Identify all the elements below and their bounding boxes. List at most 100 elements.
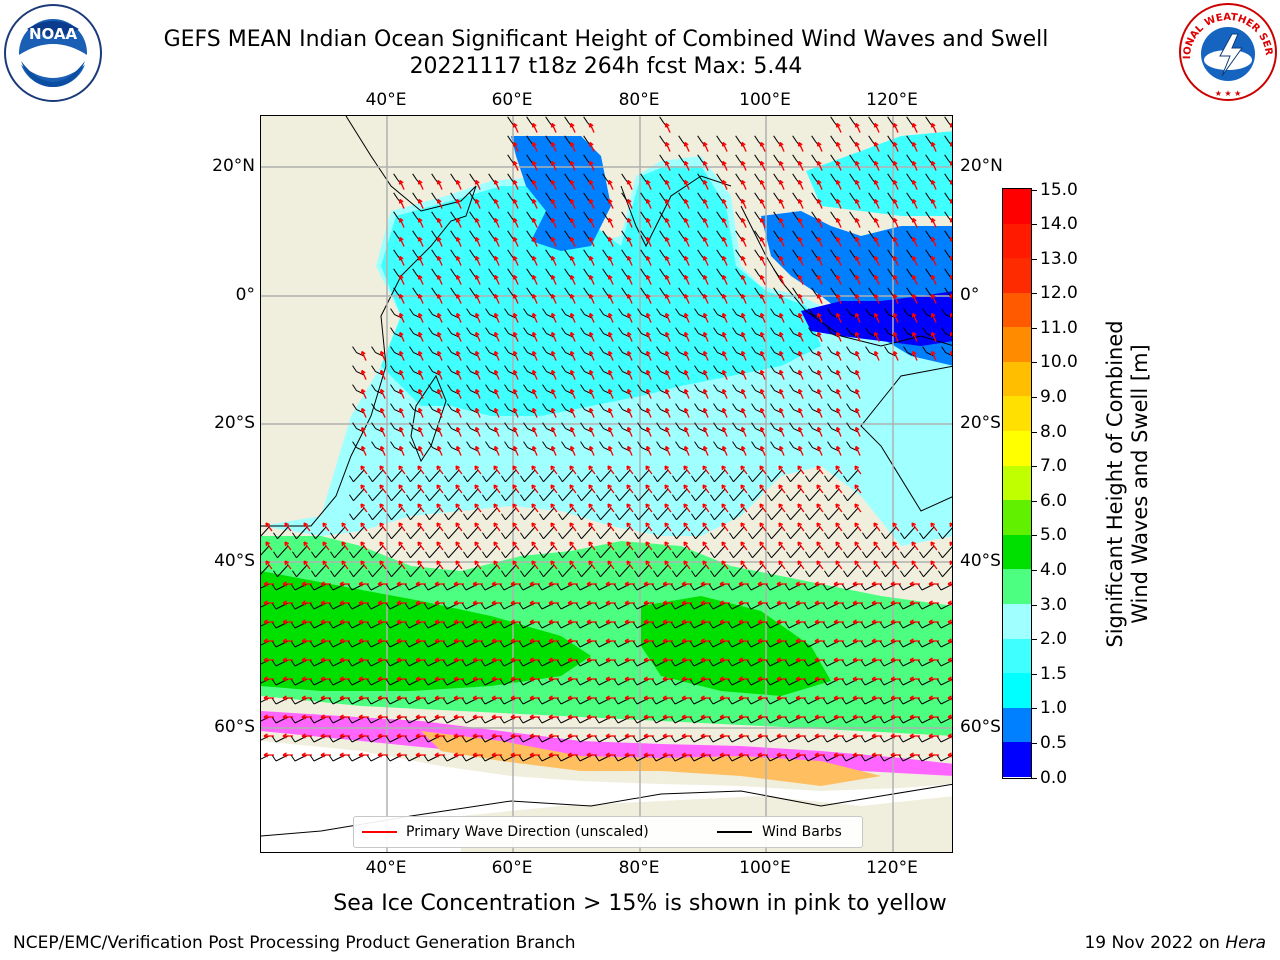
wave-arrow	[396, 733, 407, 739]
wind-barb-flag	[480, 621, 486, 629]
wind-barb	[679, 390, 688, 395]
wind-barb	[467, 545, 479, 559]
wind-barb	[413, 409, 422, 414]
colorbar-segment	[1003, 361, 1031, 397]
wave-arrow	[683, 160, 690, 171]
wind-barb-flag	[786, 494, 791, 502]
wind-barb-flag	[675, 327, 680, 334]
wind-barb-flag	[580, 327, 585, 334]
wave-arrow	[626, 350, 633, 361]
wind-barb	[470, 314, 479, 319]
wind-barb-flag	[784, 602, 790, 610]
wind-barb-flag	[824, 475, 829, 483]
wind-barb-flag	[583, 287, 589, 295]
wave-arrow	[928, 600, 939, 606]
wind-barb	[410, 488, 422, 502]
wind-barb-flag	[480, 583, 486, 591]
wind-barb-flag	[613, 716, 619, 724]
wind-barb-flag	[561, 308, 566, 315]
wave-arrow	[740, 160, 747, 171]
wind-barb	[657, 469, 669, 483]
wave-arrow	[738, 638, 749, 644]
wind-barb	[622, 352, 631, 357]
wind-barb	[470, 333, 479, 338]
wave-arrow	[740, 541, 748, 551]
wind-barb-flag	[602, 287, 608, 295]
wind-barb-flag	[328, 735, 334, 743]
wave-arrow	[550, 198, 557, 209]
wave-arrow	[379, 503, 387, 513]
wave-arrow	[702, 179, 709, 190]
wind-barb-flag	[632, 621, 638, 629]
wave-arrow	[263, 600, 274, 606]
wave-arrow	[911, 522, 919, 532]
wind-barb	[598, 735, 612, 743]
wind-barb-flag	[765, 678, 771, 686]
wind-barb-flag	[879, 678, 885, 686]
wind-barb-flag	[637, 441, 642, 448]
wind-barb	[679, 428, 688, 433]
wave-arrow	[531, 179, 538, 190]
wind-barb	[660, 352, 669, 357]
wave-arrow	[493, 312, 500, 323]
wind-barb	[527, 428, 536, 433]
wind-barb	[660, 390, 669, 395]
wind-barb-flag	[352, 403, 357, 410]
wind-barb-flag	[653, 513, 658, 521]
wind-barb-flag	[830, 173, 836, 181]
wind-barb	[693, 735, 707, 743]
wind-barb-flag	[613, 640, 619, 648]
wave-arrow	[854, 522, 862, 532]
wave-arrow	[947, 638, 952, 644]
wind-barb-flag	[409, 346, 414, 353]
wind-barb-flag	[450, 268, 456, 276]
wind-barb-flag	[906, 116, 912, 124]
wave-arrow	[892, 541, 900, 551]
wave-arrow	[512, 350, 519, 361]
wind-barb	[945, 352, 952, 357]
wave-arrow	[645, 541, 653, 551]
wind-barb-flag	[735, 211, 741, 219]
wind-barb-flag	[599, 346, 604, 353]
wind-barb-flag	[689, 754, 695, 762]
wind-barb-flag	[539, 532, 544, 540]
wave-arrow	[436, 541, 444, 551]
colorbar-segment	[1003, 465, 1031, 501]
wave-arrow	[759, 331, 766, 342]
wind-barb	[717, 409, 726, 414]
wind-barb	[446, 716, 460, 724]
wind-barb-flag	[271, 678, 277, 686]
wind-barb-flag	[748, 475, 753, 483]
wave-arrow	[377, 600, 388, 606]
wind-barb-flag	[925, 268, 931, 276]
wind-barb	[731, 735, 745, 743]
wind-barb	[508, 314, 517, 319]
wind-barb	[565, 314, 574, 319]
wind-barb-flag	[672, 570, 677, 578]
wave-arrow	[339, 581, 350, 587]
wave-arrow	[453, 581, 464, 587]
wave-arrow	[721, 541, 729, 551]
wave-arrow	[569, 331, 576, 342]
wave-arrow	[833, 695, 844, 701]
wind-barb	[527, 333, 536, 338]
wind-barb-flag	[520, 494, 525, 502]
wave-arrow	[377, 676, 388, 682]
wave-arrow	[626, 445, 633, 456]
wave-arrow	[417, 541, 425, 551]
wind-barb-flag	[903, 346, 908, 353]
wind-barb-flag	[770, 327, 775, 334]
wind-barb-flag	[309, 659, 315, 667]
wave-arrow	[282, 638, 293, 644]
wave-arrow	[645, 255, 652, 266]
wind-barb-flag	[659, 135, 665, 143]
wave-arrow	[759, 560, 767, 570]
wind-barb-flag	[564, 154, 570, 162]
wave-arrow	[757, 581, 768, 587]
wind-barb-flag	[691, 513, 696, 521]
wind-barb	[489, 409, 498, 414]
wind-barb	[505, 526, 517, 540]
wind-barb-flag	[406, 475, 411, 483]
wind-barb	[807, 735, 821, 743]
wave-arrow	[930, 160, 937, 171]
